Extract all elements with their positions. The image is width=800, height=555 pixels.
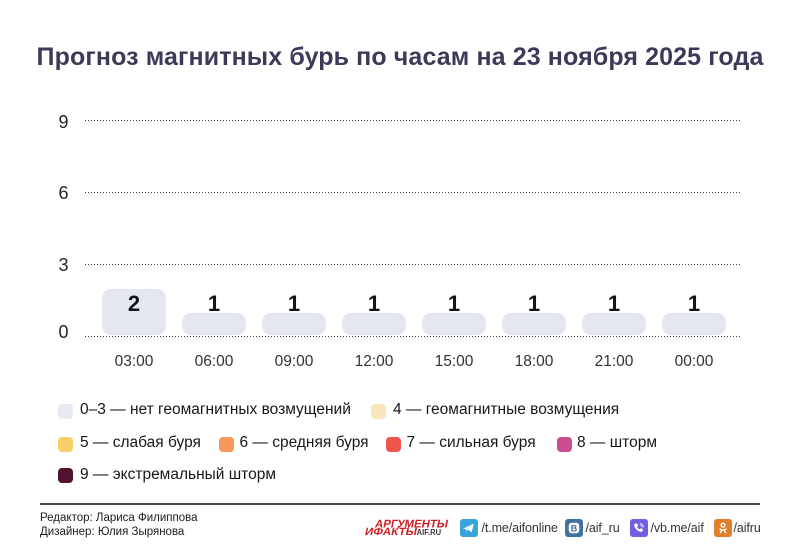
svg-text:AIF.RU: AIF.RU bbox=[417, 528, 442, 537]
svg-text:ИФАКТЫ: ИФАКТЫ bbox=[364, 526, 419, 537]
svg-text:В: В bbox=[570, 523, 577, 533]
svg-text:АРГУМЕНТЫ: АРГУМЕНТЫ bbox=[374, 519, 450, 531]
